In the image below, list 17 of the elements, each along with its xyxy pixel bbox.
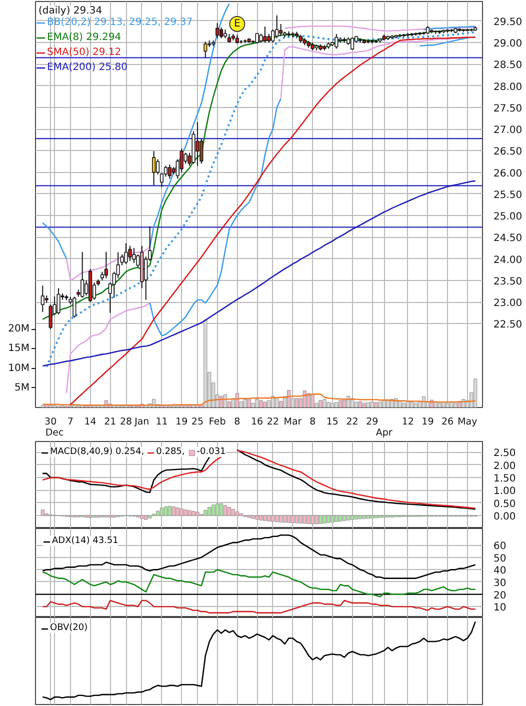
y-tick-label: 60 xyxy=(494,541,506,552)
y-tick-label: 0.50 xyxy=(494,498,516,510)
legend-label: -0.031 xyxy=(196,447,226,457)
y-tick-label: 1.00 xyxy=(494,486,516,498)
y-tick-label: 20 xyxy=(494,590,506,602)
legend-label: ADX(14) 43.51 xyxy=(52,536,118,546)
y-tick-label: 50 xyxy=(494,553,506,564)
y-tick-label: 2.50 xyxy=(494,448,516,460)
legend-label: MACD(8,40,9) 0.254, xyxy=(50,447,144,457)
legend-label: 0.285, xyxy=(156,447,185,457)
y-tick-label: 1.50 xyxy=(494,474,516,485)
legend-label: OBV(20) xyxy=(50,623,88,633)
y-tick-label: 0.00 xyxy=(494,512,516,523)
y-tick-label: 40 xyxy=(494,566,506,577)
y-tick-label: 2.00 xyxy=(494,460,516,472)
y-tick-label: 30 xyxy=(494,578,506,589)
y-tick-label: 10 xyxy=(494,602,506,614)
